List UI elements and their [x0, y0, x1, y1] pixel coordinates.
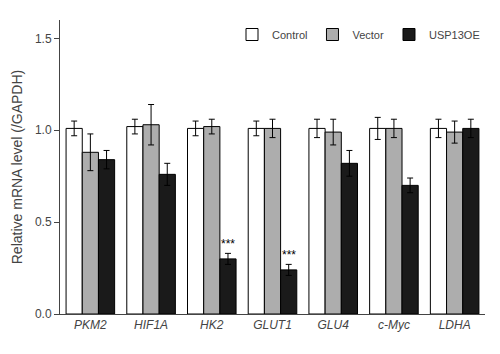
- svg-text:0.5: 0.5: [35, 215, 52, 229]
- svg-text:***: ***: [282, 248, 296, 262]
- svg-text:1.0: 1.0: [35, 123, 52, 137]
- svg-text:Relative mRNA level (/GAPDH): Relative mRNA level (/GAPDH): [9, 70, 25, 265]
- svg-text:LDHA: LDHA: [439, 318, 471, 332]
- svg-text:HIF1A: HIF1A: [134, 318, 168, 332]
- svg-text:c-Myc: c-Myc: [378, 318, 410, 332]
- svg-text:PKM2: PKM2: [74, 318, 107, 332]
- svg-text:***: ***: [221, 237, 235, 251]
- svg-text:Control: Control: [272, 29, 307, 41]
- svg-text:1.5: 1.5: [35, 32, 52, 46]
- svg-text:GLUT1: GLUT1: [253, 318, 292, 332]
- svg-text:HK2: HK2: [200, 318, 224, 332]
- svg-text:Vector: Vector: [352, 29, 384, 41]
- svg-text:0.0: 0.0: [35, 307, 52, 321]
- svg-text:USP13OE: USP13OE: [429, 29, 480, 41]
- svg-text:GLU4: GLU4: [318, 318, 350, 332]
